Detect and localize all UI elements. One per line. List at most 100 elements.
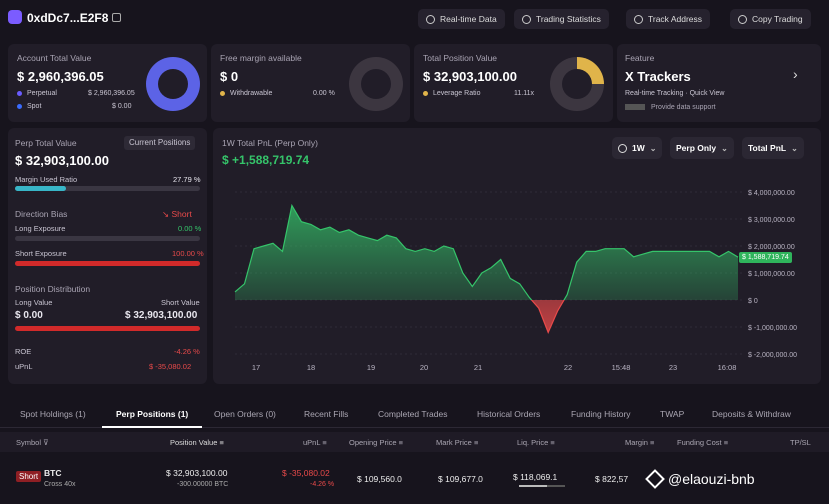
long-exposure-bar [15, 236, 200, 241]
distribution-bar [15, 326, 200, 331]
perpetual-dot [17, 90, 22, 96]
watermark: @elaouzi-bnb [645, 469, 755, 489]
position-size: -300.00000 BTC [177, 481, 229, 488]
row-upnl-pct: -4.26 % [310, 481, 335, 488]
total-position-value: $ 32,903,100.00 [423, 69, 517, 84]
perpetual-value: $ 2,960,396.05 [88, 90, 135, 97]
sort-icon: ≡ [650, 438, 655, 447]
position-donut-chart [550, 57, 604, 111]
sort-icon: ≡ [219, 438, 224, 447]
direction-bias-value: Short [171, 209, 192, 219]
withdrawable-value: 0.00 % [313, 90, 335, 97]
trend-down-icon: ↘ [162, 209, 172, 219]
tab-historical-orders[interactable]: Historical Orders [477, 409, 541, 419]
long-exposure-value: 0.00 % [178, 224, 202, 233]
x-tick-label: 18 [307, 363, 315, 372]
x-tick-label: 22 [564, 363, 572, 372]
account-total-card: Account Total Value $ 2,960,396.05 Perpe… [8, 44, 207, 122]
positive-line [234, 203, 739, 300]
symbol: BTC [44, 468, 62, 478]
stats-icon [522, 14, 531, 24]
sort-icon: ≡ [473, 438, 479, 447]
tab-recent-fills[interactable]: Recent Fills [304, 409, 349, 419]
y-tick-label: $ 1,000,000.00 [748, 271, 795, 278]
chart-pnl-value: $ +1,588,719.74 [222, 153, 310, 167]
clock-icon [618, 143, 627, 153]
position-value: $ 32,903,100.00 [166, 468, 228, 478]
y-tick-label: $ -2,000,000.00 [748, 352, 797, 359]
positive-area [235, 205, 738, 300]
table-row[interactable]: Short BTC Cross 40x $ 32,903,100.00 -300… [0, 458, 829, 502]
positions-table-header: Symbol ⊽ Position Value ≡ uPnL ≡ Opening… [0, 432, 829, 452]
roe-value: -4.26 % [174, 347, 200, 356]
perp-total-value: $ 32,903,100.00 [15, 153, 109, 168]
trading-statistics-button[interactable]: Trading Statistics [514, 9, 609, 29]
account-total-value: $ 2,960,396.05 [17, 69, 104, 84]
tab-funding-history[interactable]: Funding History [571, 409, 631, 419]
tab-completed-trades[interactable]: Completed Trades [378, 409, 448, 419]
chevron-right-icon[interactable]: › [793, 66, 798, 82]
active-tab-indicator [102, 426, 202, 428]
sort-icon: ≡ [550, 438, 555, 447]
pnl-area-chart[interactable]: $ 4,000,000.00 $ 3,000,000.00 $ 2,000,000.… [213, 170, 821, 380]
period-select[interactable]: 1W ⌄ [612, 137, 663, 159]
feature-card[interactable]: Feature X Trackers Real-time Tracking · … [617, 44, 821, 122]
account-total-label: Account Total Value [17, 53, 92, 63]
chart-title: 1W Total PnL (Perp Only) [222, 138, 318, 148]
total-position-card: Total Position Value $ 32,903,100.00 Lev… [414, 44, 613, 122]
margin-used-bar [15, 186, 200, 191]
tab-open-orders[interactable]: Open Orders (0) [214, 409, 276, 419]
realtime-data-button[interactable]: Real-time Data [418, 9, 505, 29]
short-exposure-bar [15, 261, 200, 266]
liq-price: $ 118,069.1 [513, 472, 558, 482]
upnl-value: $ -35,080.02 [149, 362, 192, 371]
y-tick-label: $ -1,000,000.00 [748, 325, 797, 332]
row-upnl: $ -35,080.02 [282, 468, 330, 478]
wallet-address: 0xdDc7...E2F8 [27, 11, 109, 25]
x-tick-label: 20 [420, 363, 428, 372]
pnl-area [234, 203, 739, 334]
short-exposure-fill [15, 261, 200, 266]
tab-perp-positions[interactable]: Perp Positions (1) [116, 409, 189, 419]
withdrawable-dot [220, 90, 225, 96]
side-badge: Short [16, 471, 42, 482]
short-exposure-value: 100.00 % [172, 249, 204, 258]
long-value: $ 0.00 [15, 310, 43, 321]
opening-price: $ 109,560.0 [357, 474, 402, 484]
track-address-button[interactable]: Track Address [626, 9, 711, 29]
feature-title: X Trackers [625, 69, 691, 84]
free-margin-card: Free margin available $ 0 Withdrawable 0… [211, 44, 410, 122]
leverage-dot [423, 90, 428, 96]
mark-price: $ 109,677.0 [438, 474, 483, 484]
current-positions-button[interactable]: Current Positions [124, 136, 196, 150]
current-value-tag: $ 1,588,719.74 [739, 252, 792, 264]
chevron-down-icon: ⌄ [791, 143, 798, 153]
top-bar: 0xdDc7...E2F8 Real-time Data Trading Sta… [0, 0, 829, 38]
x-tick-label: 17 [252, 363, 260, 372]
filter-icon: ⊽ [43, 438, 49, 447]
perp-filter-select[interactable]: Perp Only ⌄ [670, 137, 734, 159]
margin-used-value: 27.79 % [173, 175, 201, 184]
y-axis: $ 4,000,000.00 $ 3,000,000.00 $ 2,000,000.… [748, 190, 797, 359]
tab-deposits-withdraw[interactable]: Deposits & Withdraw [712, 409, 791, 419]
x-tick-label: 16:08 [718, 363, 737, 372]
copy-trading-icon [738, 14, 747, 24]
free-margin-value: $ 0 [220, 69, 239, 84]
liq-distance-bar [519, 485, 565, 487]
copy-trading-button[interactable]: Copy Trading [730, 9, 811, 29]
monitor-icon [634, 14, 643, 24]
metric-select[interactable]: Total PnL ⌄ [742, 137, 804, 159]
x-tick-label: 15:48 [612, 363, 631, 372]
x-tick-label: 21 [474, 363, 482, 372]
y-tick-label: $ 4,000,000.00 [748, 190, 795, 197]
leverage-value: 11.11x [514, 90, 534, 97]
account-donut-chart [146, 57, 200, 111]
wallet-logo-icon [8, 10, 22, 24]
tab-twap[interactable]: TWAP [660, 409, 685, 419]
margin-donut-chart [349, 57, 403, 111]
positions-tabbar: Spot Holdings (1) Perp Positions (1) Ope… [0, 402, 829, 428]
sort-icon: ≡ [398, 438, 404, 447]
tab-spot-holdings[interactable]: Spot Holdings (1) [20, 409, 86, 419]
copy-icon[interactable] [112, 13, 121, 22]
refresh-icon [426, 14, 435, 24]
